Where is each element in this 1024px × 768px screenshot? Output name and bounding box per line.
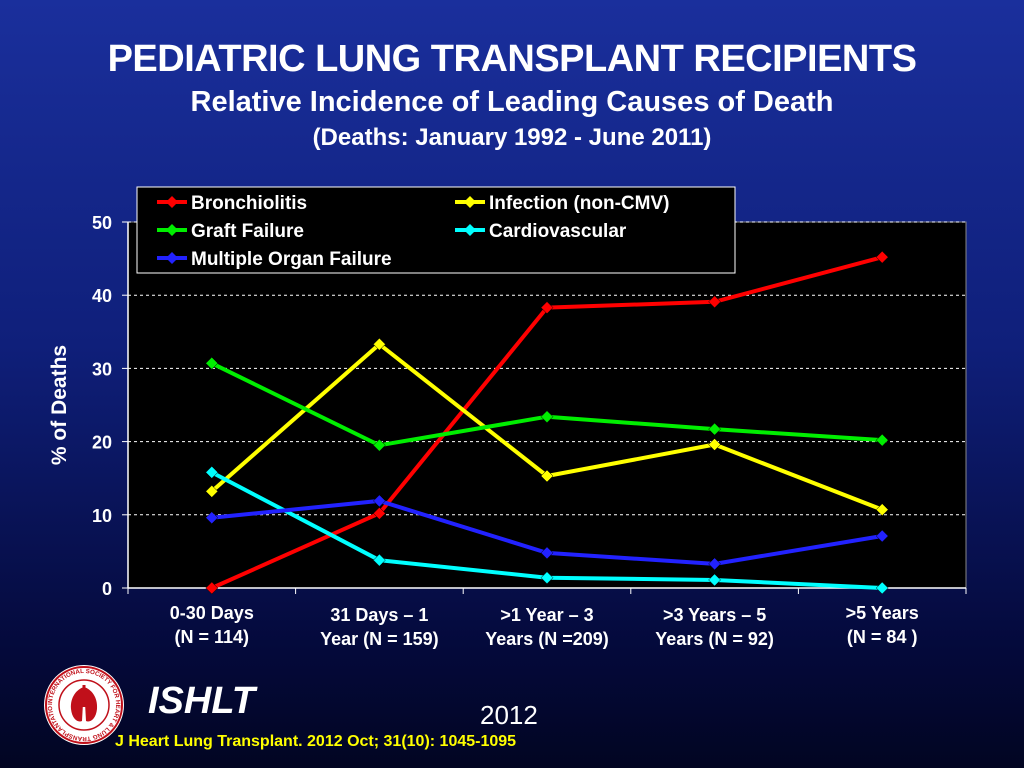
series-graft-failure (205, 356, 889, 452)
legend-box (136, 186, 736, 274)
x-category-label-line: Years (N =209) (485, 629, 609, 649)
x-category-label: 0-30 Days (N = 114) (127, 601, 297, 649)
y-tick-label: 30 (92, 359, 112, 379)
page-subtitle: Relative Incidence of Leading Causes of … (190, 86, 834, 118)
legend-item: Graft Failure (157, 221, 304, 242)
data-point (205, 511, 219, 525)
data-point (875, 250, 889, 264)
x-category-label-line: (N = 84 ) (846, 627, 918, 647)
data-point (708, 557, 721, 571)
x-category-label-line: (N = 114) (174, 627, 250, 647)
legend-swatch-marker (464, 196, 476, 208)
data-point (540, 571, 554, 585)
data-point (373, 337, 386, 351)
data-point (875, 433, 889, 447)
ishlt-seal-icon: INTERNATIONAL SOCIETY FOR HEART & LUNG T… (42, 663, 124, 745)
legend-label: Multiple Organ Failure (191, 249, 392, 270)
org-name: ISHLT (148, 680, 255, 722)
data-point (373, 494, 386, 508)
data-point (708, 438, 721, 451)
data-point (205, 465, 219, 479)
x-category-label-line: Years (N = 92) (655, 629, 774, 649)
x-category-label: 31 Days – 1 Year (N = 159) (294, 603, 464, 651)
data-point (875, 581, 889, 595)
y-tick-label: 0 (102, 579, 112, 599)
page-title: PEDIATRIC LUNG TRANSPLANT RECIPIENTS (107, 38, 917, 80)
data-point (205, 485, 219, 498)
y-tick-label: 40 (92, 286, 112, 306)
data-point (540, 301, 554, 314)
y-tick-label: 10 (92, 506, 112, 526)
series-infection-non-cmv (205, 337, 889, 517)
data-point (373, 553, 386, 567)
x-category-label-line: >5 Years (845, 603, 919, 623)
data-point (205, 356, 219, 370)
plot-area (127, 221, 967, 589)
legend-label: Bronchiolitis (191, 193, 307, 214)
data-point (540, 546, 554, 560)
legend-item: Multiple Organ Failure (157, 249, 392, 270)
y-axis-label: % of Deaths (48, 345, 71, 465)
series-cardiovascular (205, 465, 889, 595)
legend-swatch-marker (166, 252, 178, 264)
legend-label: Cardiovascular (489, 221, 627, 242)
page-subtitle-dates: (Deaths: January 1992 - June 2011) (312, 124, 712, 151)
legend-item: Bronchiolitis (157, 193, 307, 214)
x-category-label-line: Year (N = 159) (320, 629, 439, 649)
legend-label: Graft Failure (191, 221, 304, 242)
x-category-label-line: >1 Year – 3 (500, 605, 594, 625)
citation: J Heart Lung Transplant. 2012 Oct; 31(10… (115, 733, 517, 750)
data-point (205, 581, 219, 595)
x-category-label: >5 Years (N = 84 ) (797, 601, 967, 649)
data-point (540, 469, 554, 483)
y-tick-label: 20 (92, 433, 112, 453)
legend-item: Infection (non-CMV) (455, 193, 669, 214)
x-category-label-line: 31 Days – 1 (330, 605, 429, 625)
data-point (540, 410, 554, 424)
publication-year: 2012 (480, 700, 538, 730)
data-point (373, 506, 386, 520)
x-category-label: >1 Year – 3 Years (N =209) (462, 603, 632, 651)
data-point (708, 295, 721, 309)
legend-swatch-marker (464, 224, 476, 236)
data-point (875, 503, 889, 517)
legend-label: Infection (non-CMV) (489, 193, 669, 214)
x-category-label-line: >3 Years – 5 (662, 605, 767, 625)
series-bronchiolitis (205, 250, 889, 595)
data-point (875, 529, 889, 543)
legend-item: Cardiovascular (455, 221, 627, 242)
data-point (708, 573, 721, 587)
data-point (373, 438, 386, 452)
y-tick-label: 50 (92, 213, 112, 233)
legend-swatch-marker (166, 224, 178, 236)
data-point (708, 422, 721, 436)
legend-swatch-marker (166, 196, 178, 208)
series-multiple-organ-failure (205, 494, 889, 571)
x-category-label: >3 Years – 5 Years (N = 92) (630, 603, 800, 651)
x-category-label-line: 0-30 Days (169, 603, 254, 623)
